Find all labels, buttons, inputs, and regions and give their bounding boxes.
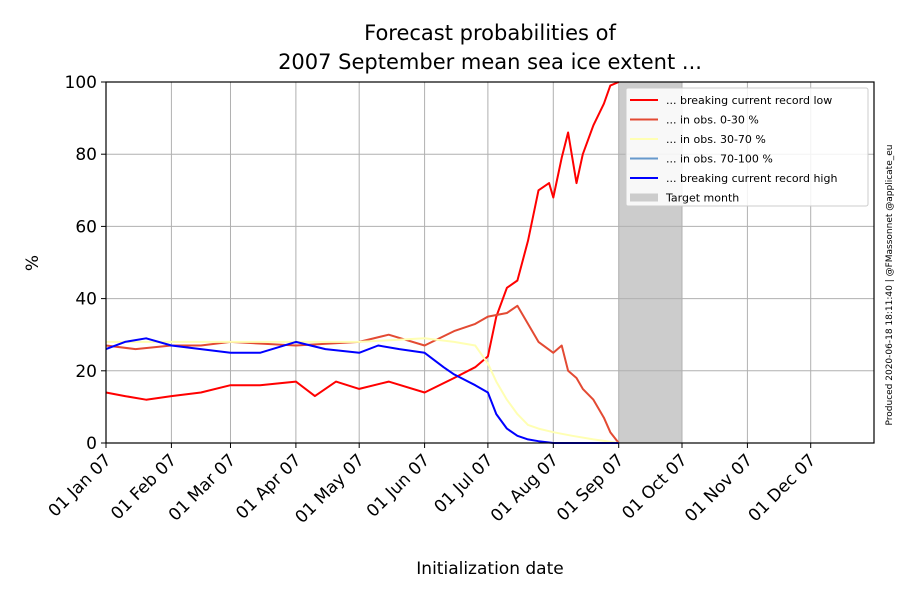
x-tick-label: 01 Dec 07	[745, 450, 821, 526]
x-tick-label: 01 Sep 07	[553, 450, 628, 525]
legend-entry-label: Target month	[665, 192, 739, 205]
x-tick-label: 01 Jul 07	[431, 450, 498, 517]
x-axis-label: Initialization date	[416, 559, 563, 579]
series-line-4	[105, 337, 619, 444]
legend-entry-label: ... in obs. 0-30 %	[666, 114, 759, 127]
chart-title-line-1: Forecast probabilities of	[364, 21, 616, 45]
y-tick-label: 0	[86, 434, 97, 454]
legend-entry-label: ... in obs. 70-100 %	[666, 153, 773, 166]
series-line-1	[105, 304, 620, 444]
plot-frame	[105, 81, 875, 444]
y-tick-label: 20	[75, 362, 97, 382]
y-tick-label: 100	[65, 73, 97, 93]
series-line-2	[106, 337, 619, 444]
chart-title-line-2: 2007 September mean sea ice extent ...	[278, 50, 702, 74]
y-tick-label: 80	[75, 145, 97, 165]
series-line-0	[105, 81, 620, 401]
legend-entry-label: ... breaking current record high	[666, 172, 837, 185]
x-tick-label: 01 Jan 07	[45, 450, 116, 521]
x-tick-label: 01 Jun 07	[363, 450, 434, 521]
legend: ... breaking current record low ... in ob…	[625, 87, 869, 207]
credit-text: Produced 2020-06-18 18:11:40 | @FMassonn…	[885, 145, 895, 426]
legend-entry-label: ... breaking current record low	[666, 94, 832, 107]
legend-box	[625, 87, 869, 207]
legend-entry-label: ... in obs. 30-70 %	[666, 133, 766, 146]
x-tick-label: 01 Aug 07	[487, 450, 563, 526]
y-tick-label: 60	[75, 217, 97, 237]
legend-swatch	[630, 193, 658, 202]
y-axis-label: %	[23, 255, 43, 271]
x-tick-label: 01 Nov 07	[681, 450, 757, 526]
y-tick-label: 40	[75, 290, 97, 310]
x-tick-label: 01 May 07	[291, 450, 368, 527]
